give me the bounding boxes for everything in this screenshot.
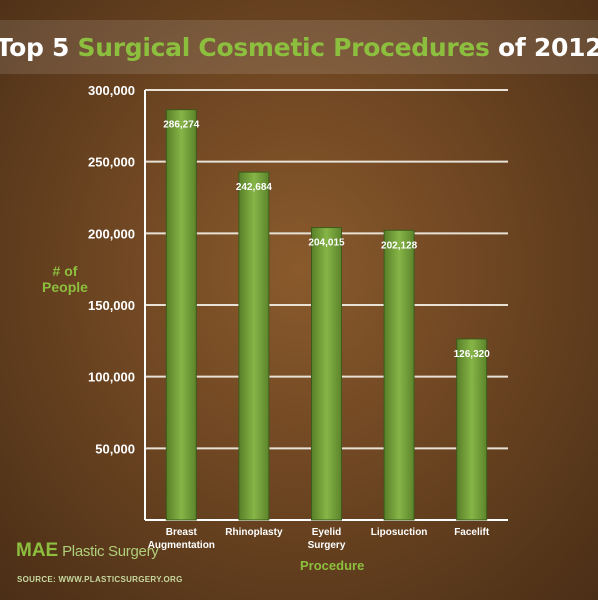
- title-band: Top 5 Surgical Cosmetic Procedures of 20…: [0, 20, 598, 74]
- y-tick-label: 300,000: [88, 83, 135, 98]
- data-label: 242,684: [236, 182, 273, 193]
- y-tick-label: 250,000: [88, 155, 135, 170]
- source-note: SOURCE: WWW.PLASTICSURGERY.ORG: [17, 575, 183, 584]
- data-label: 286,274: [163, 120, 200, 131]
- bar: [456, 338, 488, 521]
- title-part-2: of 2012: [489, 32, 598, 62]
- data-label: 202,128: [381, 240, 418, 251]
- x-tick-label: Breast: [166, 527, 198, 538]
- data-label: 204,015: [308, 238, 345, 249]
- y-tick-label: 200,000: [88, 226, 135, 241]
- logo-brand: MAE: [16, 540, 59, 561]
- bar: [165, 109, 197, 521]
- data-label: 126,320: [454, 349, 491, 360]
- y-axis-label: # of People: [42, 263, 88, 295]
- bar: [383, 229, 415, 521]
- x-axis-label: Procedure: [300, 558, 365, 573]
- bar: [238, 171, 270, 521]
- title-highlight: Surgical Cosmetic Procedures: [77, 32, 490, 62]
- x-tick-label: Facelift: [454, 527, 490, 538]
- x-tick-label: Augmentation: [148, 540, 215, 551]
- x-tick-label: Surgery: [308, 540, 346, 551]
- chart-title: Top 5 Surgical Cosmetic Procedures of 20…: [0, 33, 598, 62]
- logo-sub: Plastic Surgery: [58, 543, 159, 560]
- mae-logo: MAE Plastic Surgery: [16, 540, 159, 562]
- x-tick-label: Liposuction: [371, 527, 428, 538]
- x-tick-label: Eyelid: [312, 527, 341, 538]
- y-tick-label: 100,000: [88, 370, 135, 385]
- y-tick-label: 150,000: [88, 298, 135, 313]
- title-part-1: Top 5: [0, 32, 78, 62]
- bar: [311, 227, 342, 521]
- y-tick-label: 50,000: [95, 441, 135, 456]
- x-tick-label: Rhinoplasty: [225, 527, 283, 538]
